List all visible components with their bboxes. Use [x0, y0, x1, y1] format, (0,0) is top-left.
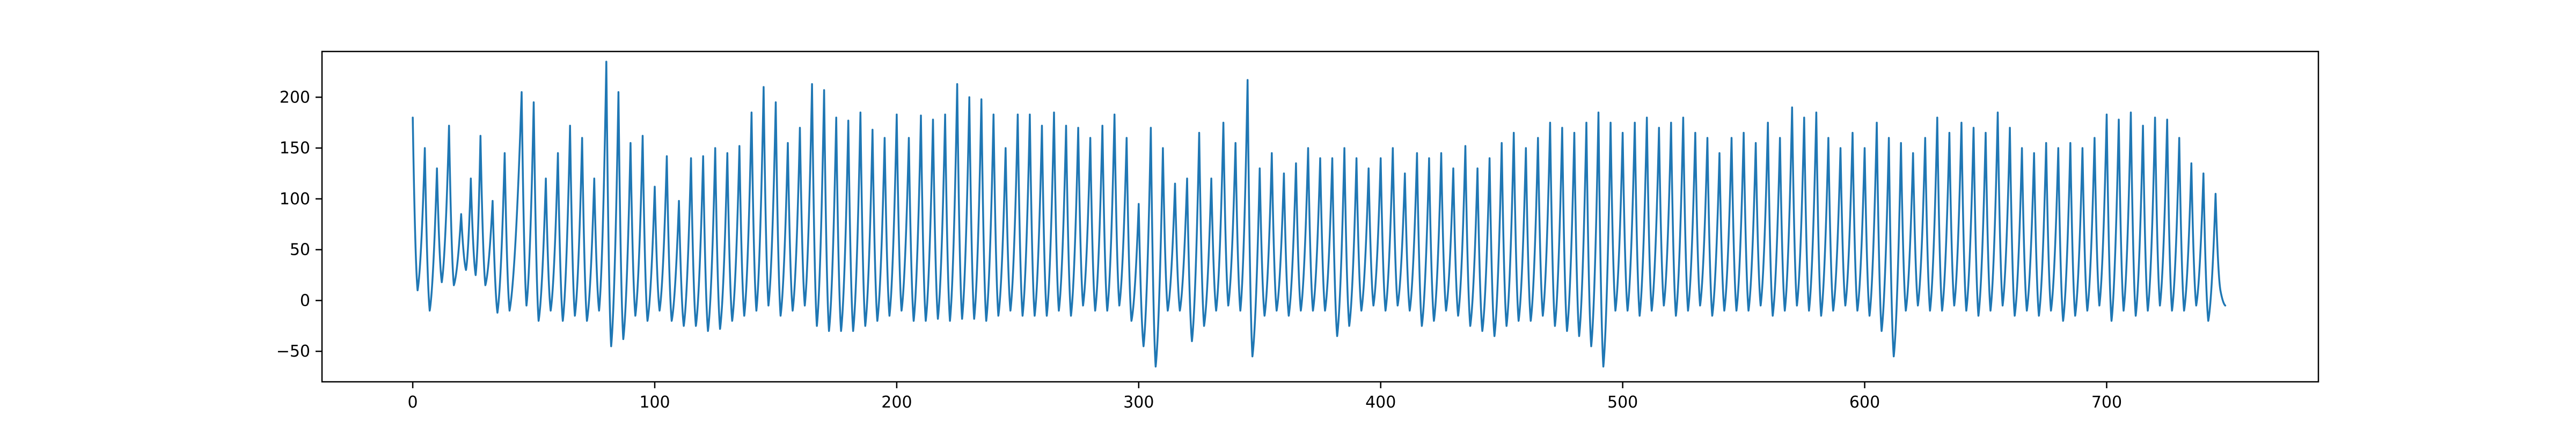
x-axis: 0 100 200 300 400 500 600 700 [408, 382, 2122, 412]
x-tick-label-100: 100 [639, 393, 670, 412]
x-tick-label-500: 500 [1607, 393, 1638, 412]
y-tick-label-200: 200 [280, 88, 310, 107]
x-tick-label-700: 700 [2091, 393, 2122, 412]
x-tick-label-200: 200 [881, 393, 912, 412]
axes-frame [321, 50, 2319, 383]
y-tick-label-0: 0 [300, 291, 310, 310]
x-tick-label-300: 300 [1123, 393, 1154, 412]
y-tick-label-50: 50 [290, 241, 310, 260]
axes-background [322, 51, 2318, 382]
y-tick-label--50: −50 [276, 342, 310, 361]
x-tick-label-400: 400 [1365, 393, 1396, 412]
plot-area [321, 50, 2319, 383]
y-tick-label-150: 150 [280, 139, 310, 158]
x-tick-label-600: 600 [1849, 393, 1880, 412]
y-axis: −50 0 50 100 150 200 [276, 88, 322, 361]
series-line [412, 61, 2227, 368]
y-tick-label-100: 100 [280, 190, 310, 209]
x-tick-label-0: 0 [408, 393, 418, 412]
